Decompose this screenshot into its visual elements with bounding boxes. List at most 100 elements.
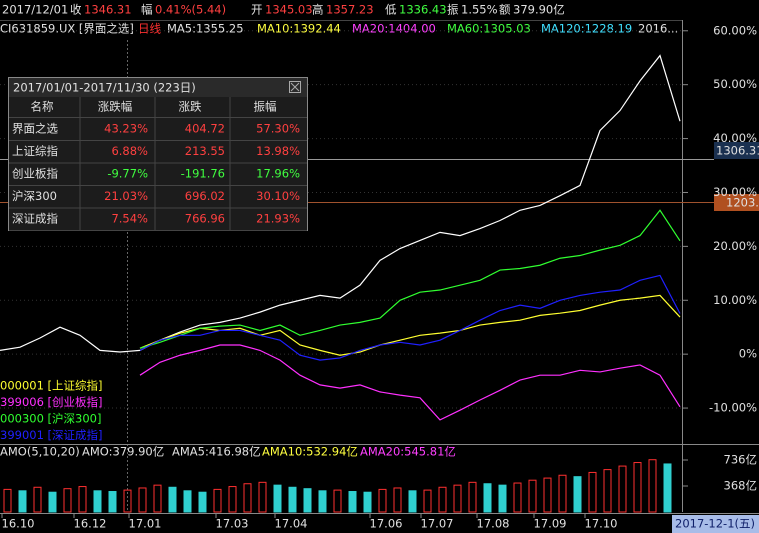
volume-bar bbox=[588, 471, 597, 513]
header-label: 低 bbox=[385, 3, 397, 17]
series-line bbox=[139, 294, 681, 356]
x-tick-label: 17.06 bbox=[370, 517, 403, 531]
table-cell: -191.76 bbox=[181, 167, 225, 181]
volume-label: AMA5:416.98亿 bbox=[172, 445, 261, 459]
tooltip: 2017/01/01-2017/11/30 (223日) 名称 涨跌幅 涨跌 振幅界面… bbox=[8, 77, 308, 231]
header-value: 1357.23 bbox=[326, 3, 374, 17]
volume-bar bbox=[243, 483, 252, 513]
close-button[interactable] bbox=[289, 81, 301, 93]
y-tick-label: 20.00% bbox=[713, 239, 757, 253]
volume-bar bbox=[108, 491, 117, 513]
header-value: 0.41%(5.44) bbox=[155, 3, 226, 17]
volume-bar bbox=[318, 490, 327, 513]
y-tick-label: 60.00% bbox=[713, 23, 757, 37]
y-tick-label: 10.00% bbox=[713, 293, 757, 307]
header-value: 1336.43 bbox=[399, 3, 447, 17]
info-item: 2016... bbox=[638, 22, 678, 36]
x-tick-label: 17.03 bbox=[216, 517, 249, 531]
y-tick-label: -10.00% bbox=[709, 401, 757, 415]
volume-bar bbox=[48, 491, 57, 513]
x-tick-label: 17.01 bbox=[129, 517, 162, 531]
table-cell: 404.72 bbox=[185, 122, 225, 136]
volume-tick-label: 368亿 bbox=[724, 479, 757, 493]
volume-bar bbox=[618, 465, 627, 513]
info-item: 日线 bbox=[138, 22, 161, 36]
volume-bar bbox=[168, 486, 177, 513]
volume-bar bbox=[513, 482, 522, 513]
header-value: 379.90亿 bbox=[513, 3, 565, 17]
y-tick-label: 50.00% bbox=[713, 77, 757, 91]
table-cell: 57.30% bbox=[256, 122, 300, 136]
x-tick-label: 16.12 bbox=[74, 517, 107, 531]
table-name: 沪深300 bbox=[12, 189, 57, 203]
price-label: 1306.31 bbox=[716, 144, 759, 158]
info-item: MA120:1228.19 bbox=[541, 22, 632, 36]
volume-bar bbox=[408, 490, 417, 513]
table-header: 涨跌 bbox=[179, 100, 202, 114]
tooltip-title: 2017/01/01-2017/11/30 (223日) bbox=[13, 81, 196, 95]
volume-bar bbox=[378, 488, 387, 513]
volume-bar bbox=[603, 469, 612, 513]
volume-bar bbox=[18, 490, 27, 513]
header-label: 额 bbox=[499, 3, 511, 17]
table-name: 深证成指 bbox=[12, 212, 58, 226]
info-item: CI631859.UX [界面之选] bbox=[0, 22, 134, 36]
volume-bar bbox=[393, 487, 402, 513]
table-header: 振幅 bbox=[254, 100, 277, 114]
tooltip-box bbox=[8, 77, 308, 231]
y-tick-label: 30.00% bbox=[713, 185, 757, 199]
volume-bar bbox=[33, 486, 42, 513]
table-cell: 6.88% bbox=[111, 144, 148, 158]
series-line bbox=[139, 274, 681, 361]
volume-bar bbox=[153, 484, 162, 513]
info-item: MA10:1392.44 bbox=[257, 22, 341, 36]
price-label-box bbox=[714, 142, 759, 159]
volume-label: AMO:379.90亿 bbox=[82, 445, 164, 459]
table-cell: -9.77% bbox=[107, 167, 148, 181]
volume-bar bbox=[498, 484, 507, 513]
current-date: 2017-12-1(五) bbox=[675, 517, 755, 531]
volume-bar bbox=[648, 459, 657, 513]
header-value: 1.55% bbox=[461, 3, 498, 17]
header-label: 收 bbox=[70, 3, 82, 17]
volume-bar bbox=[453, 484, 462, 513]
table-cell: 7.54% bbox=[111, 212, 148, 226]
table-name: 界面之选 bbox=[12, 122, 58, 136]
volume-bar bbox=[468, 481, 477, 513]
info-item: MA5:1355.25 bbox=[167, 22, 244, 36]
volume-bar bbox=[183, 490, 192, 513]
volume-bar bbox=[78, 486, 87, 513]
volume-bar bbox=[258, 481, 267, 513]
header-date: 2017/12/01 bbox=[2, 3, 68, 17]
volume-bar bbox=[363, 491, 372, 513]
volume-bar bbox=[438, 486, 447, 513]
volume-bar bbox=[288, 486, 297, 513]
volume-bar bbox=[573, 476, 582, 513]
x-tick-label: 17.08 bbox=[477, 517, 510, 531]
close-icon bbox=[290, 82, 300, 92]
series-line bbox=[139, 209, 681, 349]
volume-bar bbox=[93, 490, 102, 513]
table-cell: 696.02 bbox=[185, 189, 225, 203]
table-cell: 13.98% bbox=[256, 144, 300, 158]
volume-bar bbox=[633, 462, 642, 513]
legend-entry: 399001 [深证成指] bbox=[0, 428, 103, 442]
y-tick-label: 40.00% bbox=[713, 131, 757, 145]
x-tick-label: 16.10 bbox=[2, 517, 35, 531]
legend-entry: 000001 [上证综指] bbox=[0, 379, 103, 393]
volume-bar bbox=[63, 488, 72, 513]
x-tick-label: 17.04 bbox=[275, 517, 308, 531]
volume-bar bbox=[663, 463, 672, 513]
volume-bar bbox=[138, 487, 147, 513]
series-line bbox=[0, 54, 681, 353]
header-label: 开 bbox=[251, 3, 263, 17]
volume-bar bbox=[228, 486, 237, 513]
price-label-box bbox=[714, 194, 759, 211]
volume-tick-label: 736亿 bbox=[724, 453, 757, 467]
table-cell: 213.55 bbox=[185, 144, 225, 158]
table-cell: 30.10% bbox=[256, 189, 300, 203]
series-line bbox=[139, 344, 681, 421]
table-name: 创业板指 bbox=[12, 167, 58, 181]
volume-label: AMO(5,10,20) bbox=[0, 445, 80, 459]
